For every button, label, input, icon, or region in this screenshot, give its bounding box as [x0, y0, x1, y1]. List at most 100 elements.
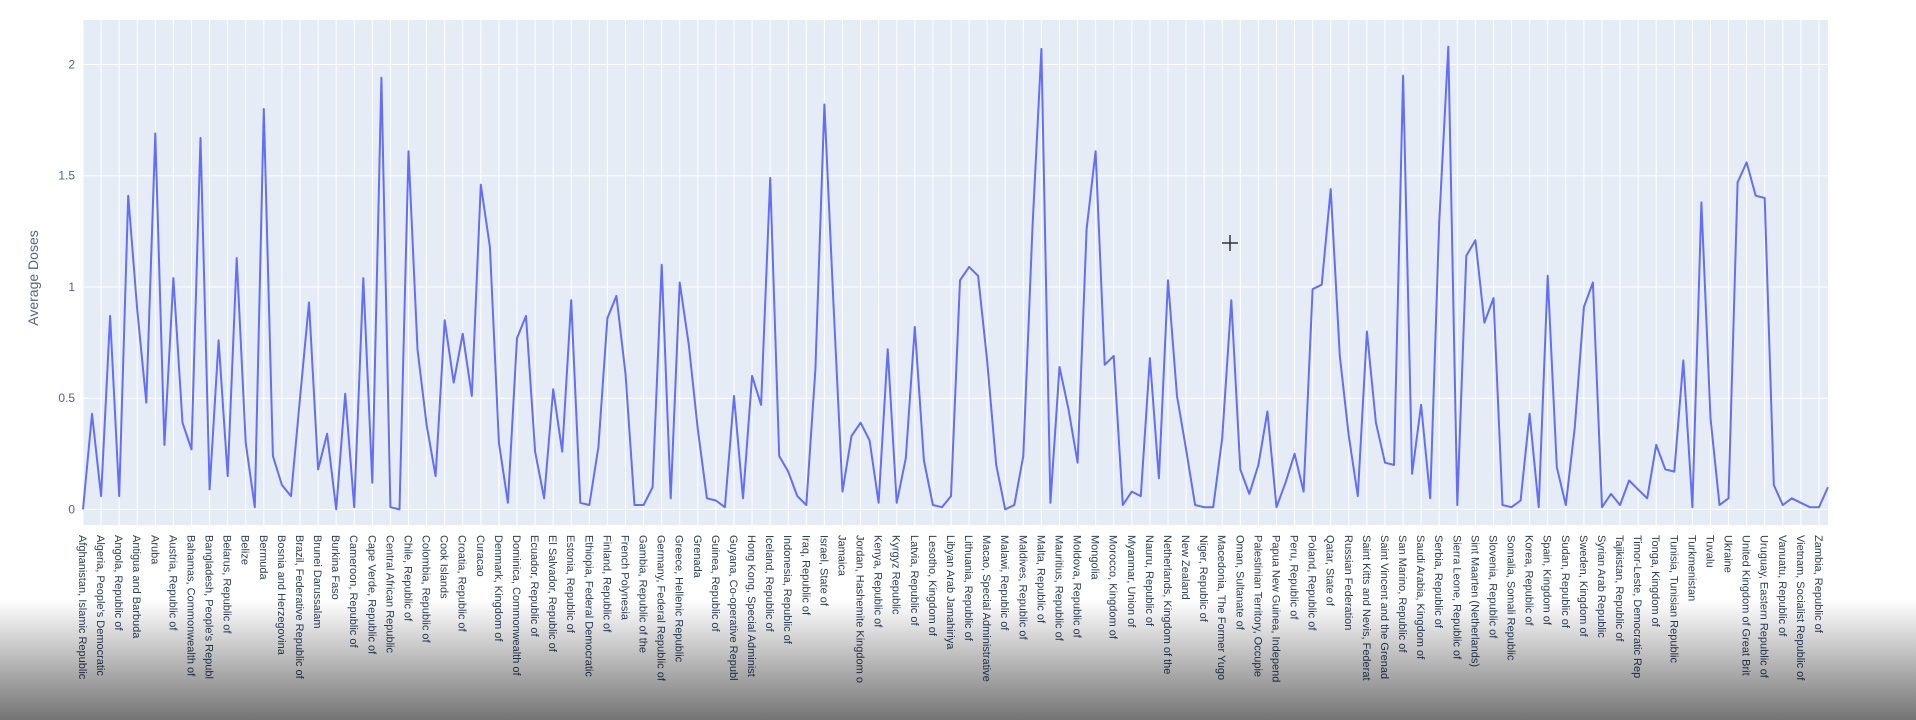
x-tick-label: Palestinian Territory, Occupie — [1251, 535, 1263, 677]
x-tick-label: Saudi Arabia, Kingdom of — [1414, 535, 1426, 660]
x-tick-label: Saint Kitts and Nevis, Federat — [1360, 535, 1372, 681]
x-tick-label: Maldives, Republic of — [1016, 535, 1028, 640]
x-tick-label: Algeria, People's Democratic — [94, 535, 106, 676]
x-tick-label: Malta, Republic of — [1034, 535, 1046, 624]
x-tick-label: Colombia, Republic of — [420, 535, 432, 644]
x-tick-label: Russian Federation — [1342, 535, 1354, 630]
x-tick-label: Niger, Republic of — [1197, 535, 1209, 623]
x-tick-label: Peru, Republic of — [1288, 535, 1300, 620]
x-tick-label: Hong Kong, Special Administ — [745, 535, 757, 677]
x-tick-label: Kenya, Republic of — [872, 535, 884, 628]
x-tick-label: Finland, Republic of — [600, 535, 612, 633]
x-tick-label: Burkina Faso — [329, 535, 341, 600]
x-tick-label: Serbia, Republic of — [1432, 535, 1444, 629]
x-tick-label: Timor-Leste, Democratic Rep — [1631, 535, 1643, 678]
y-tick-label: 1.5 — [58, 169, 75, 183]
x-tick-label: Ecuador, Republic of — [528, 535, 540, 637]
x-tick-label: Aruba — [148, 535, 160, 565]
x-tick-label: Tuvalu — [1703, 535, 1715, 568]
x-tick-label: Cook Islands — [438, 535, 450, 599]
x-tick-label: Greece, Hellenic Republic — [673, 535, 685, 663]
x-tick-label: Lithuania, Republic of — [962, 535, 974, 642]
x-tick-label: Central African Republic — [383, 535, 395, 654]
x-tick-label: Sint Maarten (Netherlands) — [1468, 535, 1480, 667]
x-tick-label: Tonga, Kingdom of — [1649, 535, 1661, 628]
x-tick-label: Bangladesh, People's Republ — [203, 535, 215, 679]
y-tick-label: 0 — [68, 502, 75, 516]
x-tick-label: Macao, Special Administrative — [980, 535, 992, 682]
x-tick-label: Sudan, Republic of — [1559, 535, 1571, 629]
x-tick-label: Zambia, Republic of — [1812, 535, 1824, 634]
x-tick-label: Mauritius, Republic of — [1052, 535, 1064, 642]
x-tick-label: Somalia, Somali Republic — [1505, 535, 1517, 661]
x-tick-label: Jordan, Hashemite Kingdom o — [854, 535, 866, 683]
x-tick-label: Oman, Sultanate of — [1233, 535, 1245, 631]
x-tick-label: Uruguay, Eastern Republic of — [1758, 535, 1770, 679]
x-tick-label: Guyana, Co-operative Republ — [727, 535, 739, 681]
x-tick-label: Lesotho, Kingdom of — [926, 535, 938, 637]
x-tick-label: Brunei Darussalam — [311, 535, 323, 629]
x-tick-label: Bermuda — [257, 535, 269, 581]
x-tick-label: El Salvador, Republic of — [546, 535, 558, 653]
x-tick-label: Spain, Kingdom of — [1541, 535, 1553, 626]
x-tick-label: Papua New Guinea, Independ — [1269, 535, 1281, 682]
x-tick-label: Croatia, Republic of — [456, 535, 468, 633]
x-tick-label: Belize — [239, 535, 251, 565]
x-tick-label: Gambia, Republic of the — [637, 535, 649, 653]
x-tick-label: Nauru, Republic of — [1143, 535, 1155, 627]
x-tick-label: Netherlands, Kingdom of the — [1161, 535, 1173, 674]
x-tick-label: Latvia, Republic of — [908, 535, 920, 626]
y-tick-label: 0.5 — [58, 391, 75, 405]
x-tick-label: Germany, Federal Republic of — [655, 535, 667, 682]
x-tick-label: Grenada — [691, 535, 703, 579]
x-tick-label: Estonia, Republic of — [564, 535, 576, 634]
y-tick-label: 1 — [68, 280, 75, 294]
x-tick-label: Vanuatu, Republic of — [1776, 535, 1788, 637]
x-tick-label: Myanmar, Union of — [1125, 535, 1137, 628]
x-tick-label: Indonesia, Republic of — [781, 535, 793, 645]
x-tick-label: Poland, Republic of — [1306, 535, 1318, 631]
cursor — [1222, 235, 1238, 251]
x-tick-label: Cameroon, Republic of — [347, 535, 359, 648]
x-tick-label: Morocco, Kingdom of — [1107, 535, 1119, 640]
line-series — [82, 45, 1829, 511]
x-tick-label: New Zealand — [1179, 535, 1191, 600]
x-tick-label: Jamaica — [835, 535, 847, 577]
x-tick-label: Dominica, Commonwealth of — [510, 535, 522, 677]
x-tick-label: Israel, State of — [817, 535, 829, 607]
x-tick-label: Malawi, Republic of — [998, 535, 1010, 631]
x-tick-label: United Kingdom of Great Brit — [1740, 535, 1752, 676]
x-tick-label: Sierra Leone, Republic of — [1450, 535, 1462, 660]
x-tick-label: Afghanistan, Islamic Republic — [76, 535, 88, 680]
x-tick-label: Curacao — [474, 535, 486, 577]
x-tick-label: Kyrgyz Republic — [890, 535, 902, 615]
x-tick-label: Ethiopia, Federal Democratic — [582, 535, 594, 677]
x-tick-label: Mongolia — [1089, 535, 1101, 581]
x-tick-label: French Polynesia — [618, 535, 630, 621]
x-tick-label: Vietnam, Socialist Republic of — [1794, 535, 1806, 681]
x-tick-label: Belarus, Republic of — [221, 535, 233, 634]
x-tick-label: Korea, Republic of — [1523, 535, 1535, 626]
x-tick-label: Denmark, Kingdom of — [492, 535, 504, 642]
x-tick-label: Bosnia and Herzegovina — [275, 535, 287, 656]
y-axis-title: Average Doses — [25, 230, 41, 325]
x-tick-label: Tunisia, Tunisian Republic — [1667, 535, 1679, 663]
x-tick-label: Slovenia, Republic of — [1486, 535, 1498, 639]
x-tick-label: Austria, Republic of — [166, 535, 178, 631]
x-tick-label: Tajikistan, Republic of — [1613, 535, 1625, 642]
x-tick-label: Guinea, Republic of — [709, 535, 721, 633]
x-tick-label: San Marino, Republic of — [1396, 535, 1408, 653]
x-tick-label: Angola, Republic of — [112, 535, 124, 631]
x-tick-label: Libyan Arab Jamahiriya — [944, 535, 956, 650]
x-tick-label: Macedonia, The Former Yugo — [1215, 535, 1227, 680]
x-tick-label: Syrian Arab Republic — [1595, 535, 1607, 638]
x-tick-label: Moldova, Republic of — [1071, 535, 1083, 639]
x-tick-label: Cape Verde, Republic of — [365, 535, 377, 655]
y-tick-label: 2 — [68, 57, 75, 71]
x-tick-label: Brazil, Federative Republic of — [293, 535, 305, 680]
x-tick-label: Sweden, Kingdom of — [1577, 535, 1589, 637]
x-tick-label: Iceland, Republic of — [763, 535, 775, 633]
x-tick-label: Qatar, State of — [1324, 535, 1336, 607]
